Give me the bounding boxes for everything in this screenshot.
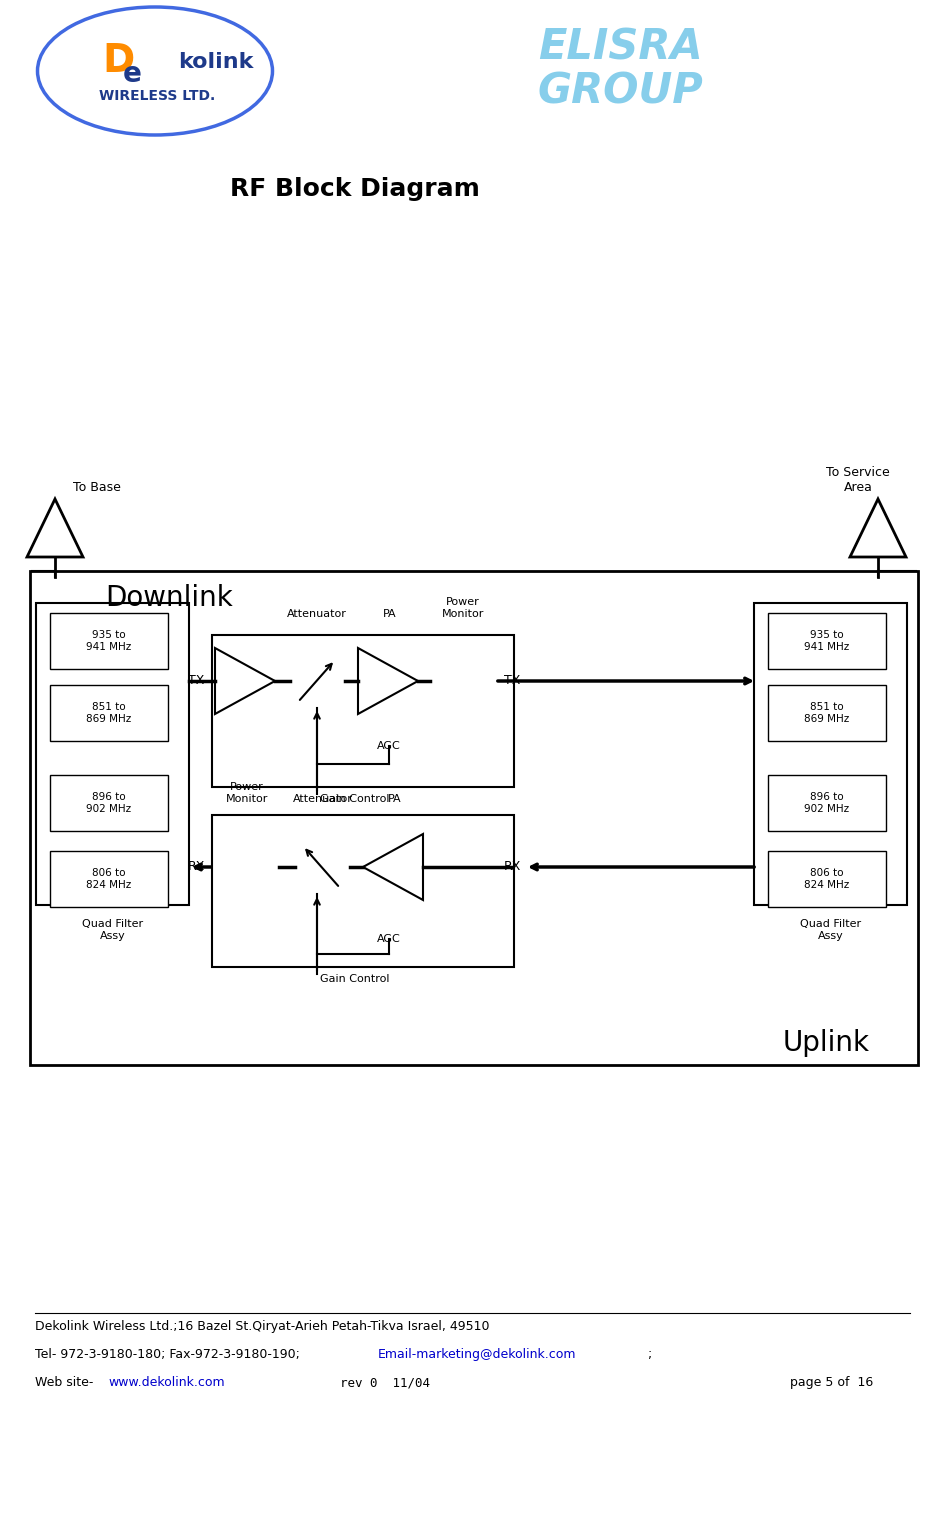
Text: Web site-: Web site- [35,1376,97,1390]
Polygon shape [363,834,423,900]
Bar [50,851,168,906]
Text: 806 to
824 MHz: 806 to 824 MHz [86,868,131,890]
Text: WIRELESS LTD.: WIRELESS LTD. [99,89,215,103]
Text: ELISRA: ELISRA [537,26,702,68]
Text: kolink: kolink [178,52,254,72]
Text: Tel- 972-3-9180-180; Fax-972-3-9180-190;: Tel- 972-3-9180-180; Fax-972-3-9180-190; [35,1348,304,1360]
Bar [295,840,350,894]
Bar [358,923,420,956]
Text: TX: TX [188,674,204,688]
Polygon shape [215,648,275,714]
Text: RF Block Diagram: RF Block Diagram [230,177,480,202]
Text: Gain Control: Gain Control [321,794,390,803]
Ellipse shape [38,8,272,135]
Bar [768,685,886,740]
Text: Uplink: Uplink [783,1030,870,1057]
Text: 806 to
824 MHz: 806 to 824 MHz [804,868,850,890]
Text: To Base: To Base [73,482,121,494]
Text: Email-marketing@dekolink.com: Email-marketing@dekolink.com [378,1348,576,1360]
Bar [214,837,279,897]
Bar [754,603,907,905]
Text: www.dekolink.com: www.dekolink.com [108,1376,224,1390]
Text: e: e [123,60,142,88]
Bar [30,571,918,1065]
Text: RX: RX [187,860,204,874]
Text: TX: TX [504,674,520,688]
Text: GROUP: GROUP [537,71,703,112]
Bar [768,776,886,831]
Text: Power
Monitor: Power Monitor [226,782,268,803]
Text: 935 to
941 MHz: 935 to 941 MHz [86,629,131,653]
Text: 896 to
902 MHz: 896 to 902 MHz [86,793,131,814]
Bar [290,654,345,708]
Text: Attenuator: Attenuator [293,794,353,803]
Text: Power
Monitor: Power Monitor [442,597,484,619]
Bar [358,729,420,762]
Bar [212,636,514,786]
Bar [212,816,514,966]
Text: AGC: AGC [377,934,401,943]
Bar [36,603,189,905]
Text: Attenuator: Attenuator [287,609,347,619]
Bar [50,613,168,669]
Text: 896 to
902 MHz: 896 to 902 MHz [804,793,850,814]
Text: Quad Filter
Assy: Quad Filter Assy [800,919,861,940]
Polygon shape [27,499,83,557]
Bar [768,613,886,669]
Text: PA: PA [388,794,402,803]
Bar [768,851,886,906]
Text: D: D [102,42,134,80]
Polygon shape [850,499,906,557]
Text: AGC: AGC [377,740,401,751]
Text: rev 0  11/04: rev 0 11/04 [340,1376,430,1390]
Text: 851 to
869 MHz: 851 to 869 MHz [804,702,850,723]
Bar [50,776,168,831]
Polygon shape [358,648,418,714]
Text: Downlink: Downlink [105,583,233,613]
Text: PA: PA [383,609,396,619]
Text: Gain Control: Gain Control [321,974,390,983]
Text: Dekolink Wireless Ltd.;16 Bazel St.Qiryat-Arieh Petah-Tikva Israel, 49510: Dekolink Wireless Ltd.;16 Bazel St.Qirya… [35,1320,489,1333]
Text: ;: ; [648,1348,652,1360]
Text: 935 to
941 MHz: 935 to 941 MHz [804,629,850,653]
Bar [50,685,168,740]
Text: 851 to
869 MHz: 851 to 869 MHz [86,702,131,723]
Bar [430,651,495,711]
Text: RX: RX [503,860,520,874]
Text: Quad Filter
Assy: Quad Filter Assy [82,919,143,940]
Text: To Service
Area: To Service Area [826,466,890,494]
Text: page 5 of  16: page 5 of 16 [790,1376,873,1390]
